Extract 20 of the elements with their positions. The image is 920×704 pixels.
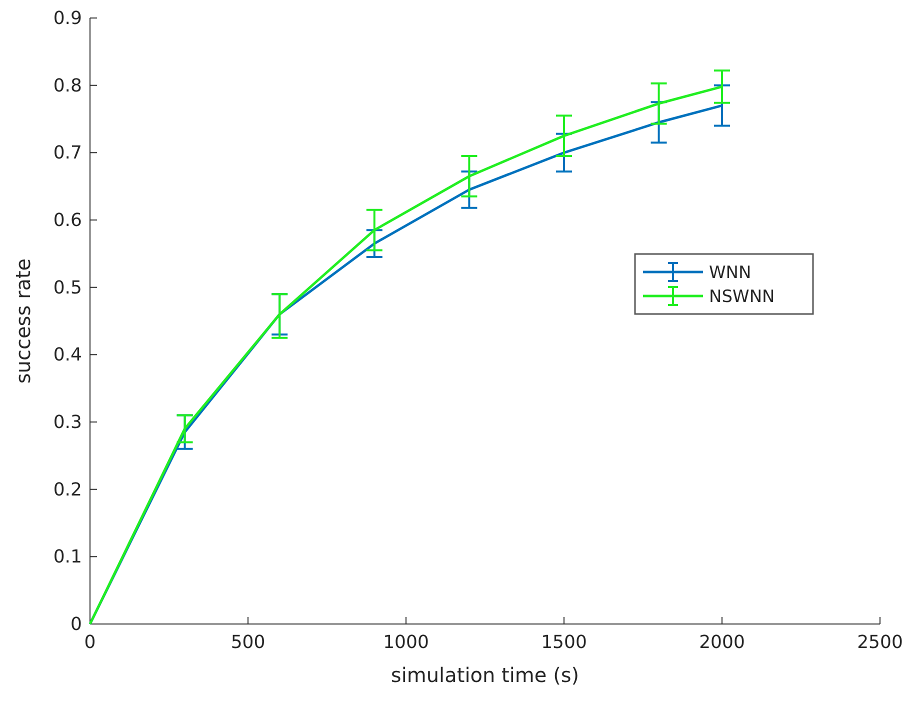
y-tick-label: 0.1 [53, 546, 82, 568]
y-tick-label: 0.5 [53, 277, 82, 298]
y-tick-label: 0 [70, 614, 82, 635]
x-tick-label: 1500 [541, 632, 587, 653]
y-tick-label: 0.7 [53, 142, 82, 164]
x-axis-title: simulation time (s) [390, 663, 580, 687]
x-tick-label: 2000 [699, 632, 745, 653]
y-tick-label: 0.3 [53, 412, 82, 433]
y-tick-label: 0.6 [53, 210, 82, 231]
legend-label: WNN [709, 263, 752, 283]
y-tick-label: 0.9 [53, 8, 82, 29]
y-tick-label: 0.2 [53, 479, 82, 500]
x-tick-label: 1000 [383, 632, 429, 653]
x-tick-label: 0 [84, 632, 96, 653]
y-axis-title: success rate [11, 258, 35, 384]
y-tick-label: 0.4 [53, 344, 82, 366]
x-tick-label: 2500 [857, 632, 903, 653]
x-tick-label: 500 [230, 632, 266, 653]
y-tick-label: 0.8 [53, 75, 82, 96]
legend-label: NSWNN [709, 287, 775, 307]
